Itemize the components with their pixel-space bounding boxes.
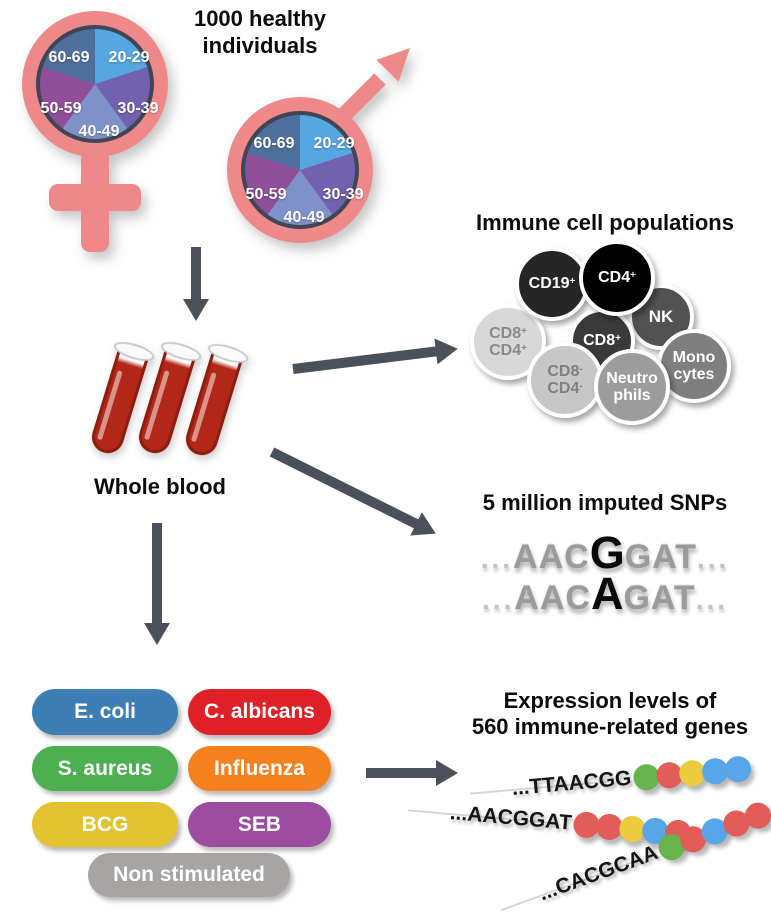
sequence-text: GAT: [623, 579, 696, 617]
stimulus-pill-ecoli: E. coli: [32, 689, 178, 735]
sequence-text: AAC: [513, 538, 590, 576]
sequence-text: GAT: [624, 538, 697, 576]
stimulus-label: Influenza: [213, 756, 305, 780]
sequence-ellipsis: ...: [481, 584, 515, 615]
age-slice-label: 20-29: [313, 135, 355, 152]
age-slice-label: 20-29: [108, 49, 150, 66]
whole-blood-label: Whole blood: [94, 474, 226, 499]
sequence-ellipsis: ...: [695, 584, 729, 615]
study-title: 1000 healthy individuals: [193, 6, 327, 58]
immune-populations-title: Immune cell populations: [476, 210, 734, 235]
male-age-pie-chart: 20-29 30-39 40-49 50-59 60-69: [241, 111, 363, 229]
expression-title: Expression levels of 560 immune-related …: [450, 688, 770, 740]
age-slice-label: 40-49: [78, 123, 120, 140]
stimulus-pill-saureus: S. aureus: [32, 746, 178, 791]
cell-circle-neutrophils: Neutro phils: [594, 349, 670, 425]
sequence-text: AAC: [514, 579, 591, 617]
age-slice-label: 30-39: [322, 186, 364, 203]
stimulus-label: C. albicans: [204, 700, 315, 723]
stimulus-label: S. aureus: [57, 756, 153, 780]
male-arrow: [333, 48, 410, 126]
stimulus-label: SEB: [237, 812, 282, 836]
snp-variant-letter: G: [589, 527, 625, 578]
stimulus-pill-calbicans: C. albicans: [188, 689, 331, 735]
stimulus-pill-influenza: Influenza: [188, 746, 331, 791]
stimulus-pill-nonstimulated: Non stimulated: [88, 853, 290, 897]
stimulus-label: BCG: [81, 812, 129, 836]
stimulus-pill-bcg: BCG: [32, 802, 178, 847]
cell-circle-cd19: CD19+: [515, 247, 589, 321]
age-slice-label: 30-39: [117, 100, 159, 117]
age-slice-label: 40-49: [283, 209, 325, 226]
stimulus-pill-seb: SEB: [188, 802, 331, 847]
age-slice-label: 60-69: [48, 49, 90, 66]
female-age-pie-chart: 20-29 30-39 40-49 50-59 60-69: [36, 25, 158, 143]
sequence-ellipsis: ...: [480, 543, 514, 574]
snps-title: 5 million imputed SNPs: [482, 490, 728, 515]
snp-sequence-row: ...AACGGAT...: [455, 527, 755, 579]
gene-dot: [723, 755, 752, 784]
stimulus-label: E. coli: [74, 700, 136, 723]
female-cross-bar: [49, 184, 141, 211]
cell-circle-cd4: CD4+: [579, 240, 655, 316]
cell-circle-cd8neg-cd4neg: CD8- CD4-: [527, 342, 603, 418]
expression-title-line2: 560 immune-related genes: [471, 713, 749, 739]
snp-sequence-row: ...AACAGAT...: [455, 568, 755, 620]
snp-variant-letter: A: [590, 568, 624, 619]
stimulus-label: Non stimulated: [113, 863, 265, 886]
age-slice-label: 50-59: [40, 100, 82, 117]
sequence-ellipsis: ...: [696, 543, 730, 574]
age-slice-label: 50-59: [245, 186, 287, 203]
expression-title-line1: Expression levels of: [503, 688, 717, 713]
age-slice-label: 60-69: [253, 135, 295, 152]
